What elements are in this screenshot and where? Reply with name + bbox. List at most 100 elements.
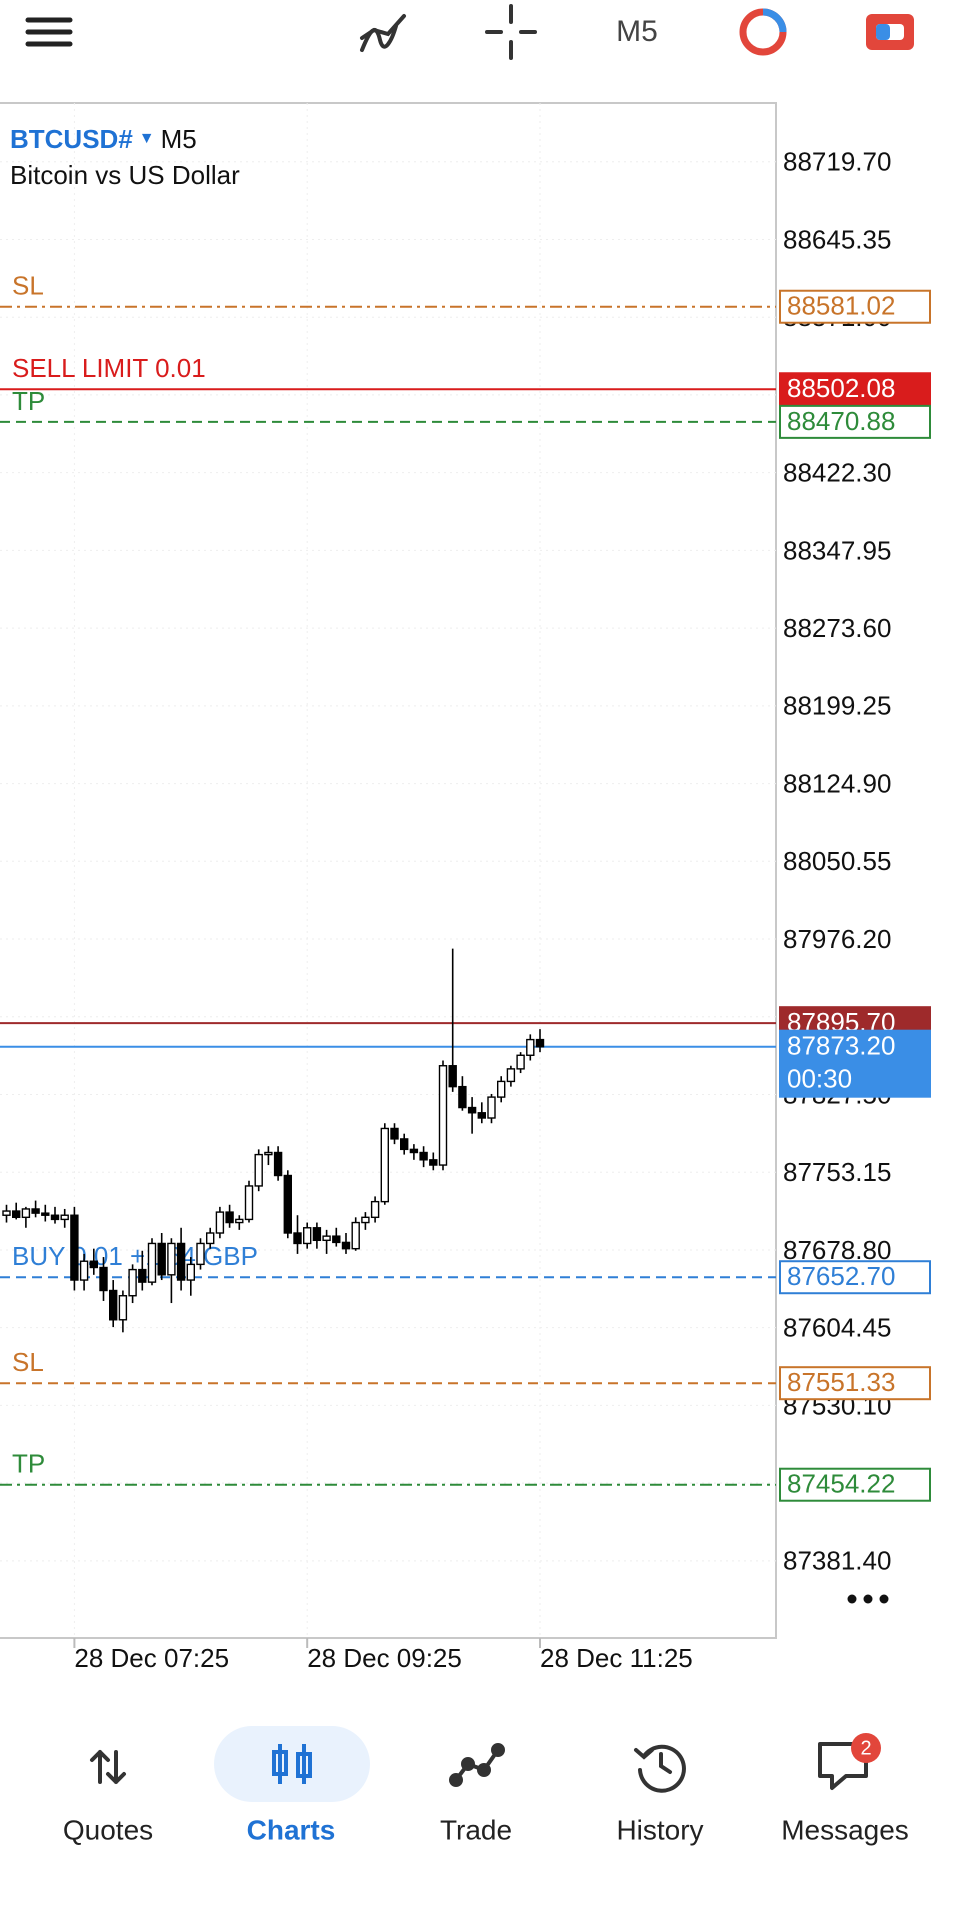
candle-body bbox=[186, 1263, 196, 1281]
candle-body bbox=[79, 1260, 89, 1281]
candle-body bbox=[147, 1242, 157, 1283]
level-label[interactable]: BUY 0.01 +1.64 GBP bbox=[12, 1241, 258, 1271]
level-label[interactable]: SL bbox=[12, 271, 44, 301]
candle-body bbox=[419, 1151, 428, 1161]
level-label[interactable]: SL bbox=[12, 1347, 44, 1377]
price-tick-label: 88422.30 bbox=[783, 458, 891, 488]
candle-body bbox=[167, 1242, 176, 1276]
nav-label[interactable]: Trade bbox=[440, 1814, 512, 1845]
history-icon[interactable] bbox=[634, 1744, 686, 1793]
candle-body bbox=[370, 1200, 380, 1219]
one-click-button[interactable] bbox=[739, 8, 787, 56]
price-tick-label: 87604.45 bbox=[783, 1313, 891, 1343]
candle-body bbox=[89, 1260, 99, 1269]
nav-label[interactable]: Quotes bbox=[63, 1814, 153, 1845]
candle-body bbox=[138, 1268, 147, 1283]
symbol-description: Bitcoin vs US Dollar bbox=[10, 160, 240, 190]
price-tag bbox=[779, 1467, 931, 1502]
candle-body bbox=[205, 1232, 215, 1245]
candle-body bbox=[244, 1185, 254, 1221]
price-tick-label: 88050.55 bbox=[783, 846, 891, 876]
candle-body bbox=[99, 1266, 108, 1292]
nav-label[interactable]: Charts bbox=[247, 1814, 336, 1845]
candle-body bbox=[303, 1227, 312, 1245]
price-tag-value: 87551.33 bbox=[787, 1367, 895, 1397]
price-tick-label: 88645.35 bbox=[783, 224, 891, 254]
dropdown-arrow[interactable]: ▼ bbox=[139, 130, 155, 147]
candle-body bbox=[332, 1235, 341, 1244]
trade-icon[interactable] bbox=[449, 1743, 505, 1787]
bar-countdown: 00:30 bbox=[787, 1064, 852, 1094]
candle-body bbox=[448, 1065, 457, 1088]
level-label[interactable]: TP bbox=[12, 1449, 45, 1479]
menu-button[interactable] bbox=[25, 17, 73, 47]
price-tick-label: 88124.90 bbox=[783, 768, 891, 798]
symbol-line[interactable]: BTCUSD# ▼ M5 bbox=[10, 124, 197, 154]
price-tag bbox=[779, 1366, 931, 1401]
badge-count: 2 bbox=[860, 1737, 871, 1759]
candle-body bbox=[225, 1211, 234, 1224]
candle-body bbox=[467, 1106, 477, 1114]
candle-body bbox=[50, 1214, 60, 1221]
price-tick-label: 88719.70 bbox=[783, 147, 891, 177]
price-tick-label: 88273.60 bbox=[783, 613, 891, 643]
candle-body bbox=[390, 1127, 399, 1140]
candle-body bbox=[351, 1221, 360, 1250]
nav-label[interactable]: History bbox=[616, 1814, 703, 1845]
candle-body bbox=[380, 1127, 389, 1203]
price-tick-label: 87678.80 bbox=[783, 1235, 891, 1265]
candle-body bbox=[215, 1211, 225, 1234]
chart-timeframe: M5 bbox=[161, 124, 197, 154]
candle-body bbox=[497, 1080, 506, 1098]
symbol[interactable]: BTCUSD# bbox=[10, 124, 133, 154]
price-tag bbox=[779, 1260, 931, 1295]
candle-body bbox=[157, 1242, 166, 1276]
charts-icon[interactable] bbox=[272, 1744, 312, 1784]
candle-body bbox=[235, 1218, 244, 1224]
candle-body bbox=[341, 1241, 351, 1250]
candle-body bbox=[487, 1096, 496, 1119]
trade-toggle-button[interactable] bbox=[866, 14, 914, 50]
candle-body bbox=[2, 1210, 11, 1216]
candle-body bbox=[535, 1038, 545, 1048]
candle-body bbox=[506, 1068, 516, 1083]
candle-body bbox=[254, 1153, 263, 1187]
price-tag-value: 88502.08 bbox=[787, 373, 895, 403]
messages-badge bbox=[851, 1733, 881, 1763]
candle-body bbox=[273, 1151, 283, 1177]
timeframe-button[interactable]: M5 bbox=[616, 15, 658, 48]
price-tick-label: 87976.20 bbox=[783, 924, 891, 954]
nav-label[interactable]: Messages bbox=[781, 1814, 909, 1845]
candle-body bbox=[31, 1208, 40, 1214]
candle-body bbox=[70, 1214, 79, 1281]
time-tick-label: 28 Dec 09:25 bbox=[307, 1643, 462, 1673]
chart-frame bbox=[0, 102, 777, 1639]
candle-body bbox=[477, 1112, 486, 1119]
candle-body bbox=[118, 1295, 128, 1321]
time-tick-label: 28 Dec 11:25 bbox=[540, 1643, 693, 1673]
quotes-icon[interactable] bbox=[90, 1750, 126, 1784]
candle-body bbox=[516, 1054, 525, 1070]
price-tag bbox=[779, 1029, 931, 1098]
price-tag-value: 87873.20 bbox=[787, 1031, 895, 1061]
crosshair-button[interactable] bbox=[485, 4, 537, 60]
candle-body bbox=[429, 1159, 438, 1166]
candle-body bbox=[361, 1216, 370, 1224]
price-tag bbox=[779, 404, 931, 439]
candle-body bbox=[264, 1151, 273, 1156]
indicators-button[interactable] bbox=[360, 14, 406, 52]
price-tag bbox=[779, 289, 931, 324]
candle-body bbox=[458, 1085, 467, 1109]
price-tick-label: 87381.40 bbox=[783, 1546, 891, 1576]
price-tag-value: 88581.02 bbox=[787, 291, 895, 321]
time-tick-label: 28 Dec 07:25 bbox=[74, 1643, 229, 1673]
candle-body bbox=[11, 1210, 21, 1219]
level-label[interactable]: TP bbox=[12, 386, 45, 416]
candle-body bbox=[196, 1242, 205, 1266]
price-tick-label: 88199.25 bbox=[783, 691, 891, 721]
more-button[interactable] bbox=[847, 1594, 889, 1604]
level-label[interactable]: SELL LIMIT 0.01 bbox=[12, 353, 206, 383]
